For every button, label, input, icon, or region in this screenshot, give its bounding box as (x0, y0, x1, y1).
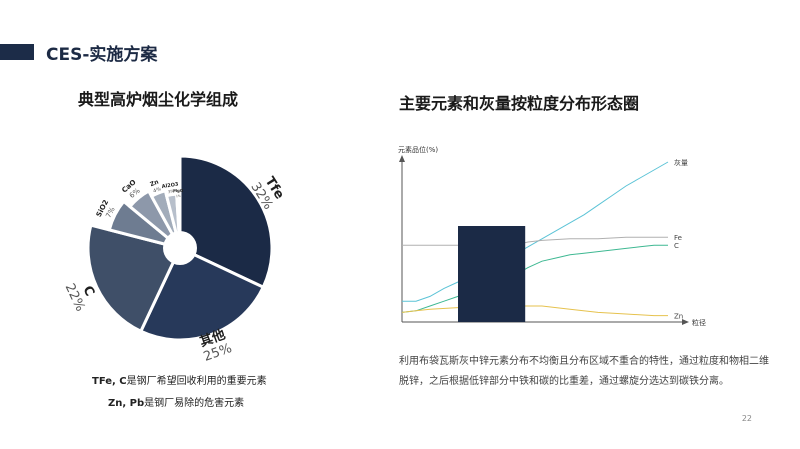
accent-bar (0, 44, 34, 60)
series-label: Zn (674, 313, 683, 321)
series-line (402, 236, 668, 246)
note-harmful-elements: Zn, Pb是钢厂易除的危害元素 (108, 394, 244, 409)
pie-value-label: 1% (176, 194, 181, 198)
pie-value-label: 4% (152, 186, 162, 195)
page-title: CES-实施方案 (46, 45, 158, 65)
pie-center-hole (163, 231, 197, 265)
note-valuable-elements: TFe, C是钢厂希望回收利用的重要元素 (92, 372, 267, 387)
line-chart-title: 主要元素和灰量按粒度分布形态圈 (399, 94, 640, 113)
pie-slice (86, 223, 183, 334)
pie-label-group: Zn4% (149, 179, 162, 195)
y-axis-arrow (399, 155, 405, 162)
note-bold: Zn, Pb (108, 398, 145, 409)
x-axis-arrow (682, 319, 689, 325)
pie-slice (138, 246, 266, 342)
description-text: 利用布袋瓦斯灰中锌元素分布不均衡且分布区域不重合的特性，通过粒度和物相二维脱锌，… (399, 356, 769, 387)
pie-chart-title: 典型高炉烟尘化学组成 (78, 90, 239, 109)
note-text: 是钢厂希望回收利用的重要元素 (126, 376, 267, 387)
series-line (401, 305, 668, 317)
pie-label: Zn (149, 179, 160, 189)
pie-slice (107, 199, 181, 250)
pie-slice (127, 189, 182, 250)
note-text: 是钢厂易除的危害元素 (144, 398, 245, 409)
page-number: 22 (741, 414, 752, 423)
line-chart: 元素品位(%) 粒径 灰量 FeC Zn (398, 145, 706, 327)
y-axis-label: 元素品位(%) (398, 145, 438, 154)
pie-label: MgO (173, 188, 184, 193)
series-line (402, 161, 669, 302)
x-axis-label: 粒径 (692, 318, 706, 327)
note-bold: TFe, C (92, 376, 127, 387)
pie-value-label: 3% (167, 188, 174, 194)
series-label: Fe (674, 234, 682, 242)
series-label: C (674, 242, 679, 250)
pie-label: Al2O3 (161, 181, 179, 190)
highlight-block (458, 226, 526, 322)
series-label: 灰量 (674, 158, 688, 167)
pie-value-label: 22% (62, 281, 88, 314)
pie-slice (178, 154, 274, 290)
series-line (401, 244, 668, 313)
pie-chart: Tfe32%其他25%C22%SiO27%CaO6%Zn4%Al2O33%MgO… (62, 154, 287, 365)
